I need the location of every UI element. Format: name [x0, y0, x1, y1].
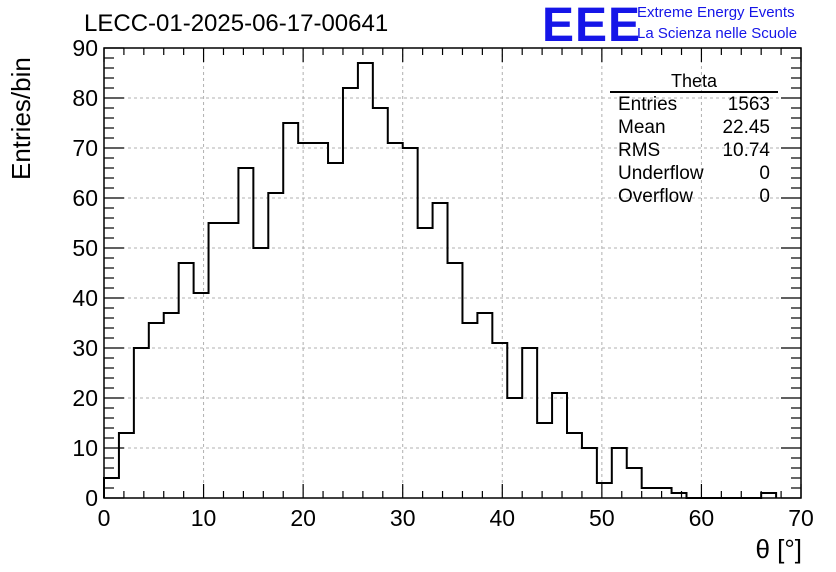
- x-tick-label: 30: [390, 505, 416, 531]
- histogram-bin: [268, 193, 283, 498]
- histogram-bin: [149, 323, 164, 498]
- y-axis-label: Entries/bin: [6, 57, 36, 180]
- histogram-bin: [448, 263, 463, 498]
- histogram-bin: [253, 248, 268, 498]
- x-tick-label: 50: [589, 505, 615, 531]
- grid-lines: [104, 48, 801, 498]
- tick-labels: 0 10 20 30 40 50 60 70 0 10 20 30 40 50 60 70 80 90: [72, 35, 813, 531]
- histogram-bin: [672, 493, 687, 498]
- stats-box: Theta Entries 1563 Mean 22.45 RMS 10.74 …: [610, 72, 778, 208]
- stat-value: 22.45: [722, 117, 770, 138]
- logo-subtitle-line2: La Scienza nelle Scuole: [637, 25, 798, 42]
- axis-ticks: [103, 47, 802, 499]
- stat-value: 0: [759, 163, 770, 184]
- histogram-bin: [238, 168, 253, 498]
- histogram-bin: [507, 398, 522, 498]
- histogram-bin: [283, 123, 298, 498]
- plot-frame: [103, 47, 802, 499]
- x-axis-label: θ [°]: [755, 534, 802, 564]
- stat-label: RMS: [618, 140, 661, 161]
- histogram-bin: [343, 88, 358, 498]
- histogram-bin: [657, 488, 672, 498]
- y-tick-label: 0: [85, 485, 98, 511]
- stat-row-underflow: Underflow 0: [610, 162, 778, 185]
- histogram-bin: [418, 228, 433, 498]
- stat-row-rms: RMS 10.74: [610, 139, 778, 162]
- axes: [103, 47, 802, 499]
- histogram-bin: [209, 223, 224, 498]
- y-tick-label: 70: [72, 135, 98, 161]
- y-tick-label: 80: [72, 85, 98, 111]
- histogram-bin: [522, 348, 537, 498]
- histogram-bin: [164, 313, 179, 498]
- stat-label: Overflow: [618, 186, 693, 207]
- histogram-bin: [537, 423, 552, 498]
- histogram-bin: [552, 393, 567, 498]
- y-tick-label: 60: [72, 185, 98, 211]
- stat-value: 10.74: [722, 140, 770, 161]
- y-tick-label: 20: [72, 385, 98, 411]
- x-tick-label: 40: [489, 505, 515, 531]
- histogram-bin: [433, 203, 448, 498]
- histogram-bin: [134, 348, 149, 498]
- histogram-bin: [582, 448, 597, 498]
- histogram-bin: [179, 263, 194, 498]
- histogram-bin: [194, 293, 209, 498]
- histogram-bin: [612, 448, 627, 498]
- stat-value: 0: [759, 186, 770, 207]
- histogram-bin: [642, 488, 657, 498]
- histogram-outline: [103, 62, 778, 499]
- histogram-bin: [373, 108, 388, 498]
- x-tick-label: 0: [98, 505, 111, 531]
- x-tick-label: 20: [290, 505, 316, 531]
- chart-title: LECC-01-2025-06-17-00641: [84, 10, 389, 37]
- histogram-bin: [477, 313, 492, 498]
- histogram-bin: [119, 433, 134, 498]
- histogram-bin: [298, 143, 313, 498]
- stat-row-overflow: Overflow 0: [610, 185, 778, 208]
- histogram-bin: [313, 143, 328, 498]
- histogram-bin: [567, 433, 582, 498]
- x-tick-label: 10: [191, 505, 217, 531]
- stat-label: Entries: [618, 94, 678, 115]
- histogram-bin: [104, 478, 119, 498]
- y-tick-label: 40: [72, 285, 98, 311]
- histogram-bin: [761, 493, 776, 498]
- eee-logo: EEE: [542, 0, 642, 52]
- histogram-bin: [597, 483, 612, 498]
- y-tick-label: 30: [72, 335, 98, 361]
- stat-row-mean: Mean 22.45: [610, 116, 778, 139]
- stats-title: Theta: [610, 72, 778, 93]
- stat-row-entries: Entries 1563: [610, 93, 778, 116]
- histogram-bin: [403, 148, 418, 498]
- histogram-bin: [358, 63, 373, 498]
- histogram-bin: [328, 163, 343, 498]
- histogram-bin: [492, 343, 507, 498]
- stat-label: Underflow: [618, 163, 704, 184]
- histogram-bin: [627, 468, 642, 498]
- logo-subtitle-line1: Extreme Energy Events: [637, 4, 795, 21]
- stat-value: 1563: [727, 94, 770, 115]
- stat-label: Mean: [618, 117, 666, 138]
- y-tick-label: 50: [72, 235, 98, 261]
- histogram-bin: [462, 323, 477, 498]
- y-tick-label: 90: [72, 35, 98, 61]
- histogram-bin: [388, 143, 403, 498]
- x-tick-label: 60: [689, 505, 715, 531]
- x-tick-label: 70: [788, 505, 814, 531]
- histogram-bin: [223, 223, 238, 498]
- y-tick-label: 10: [72, 435, 98, 461]
